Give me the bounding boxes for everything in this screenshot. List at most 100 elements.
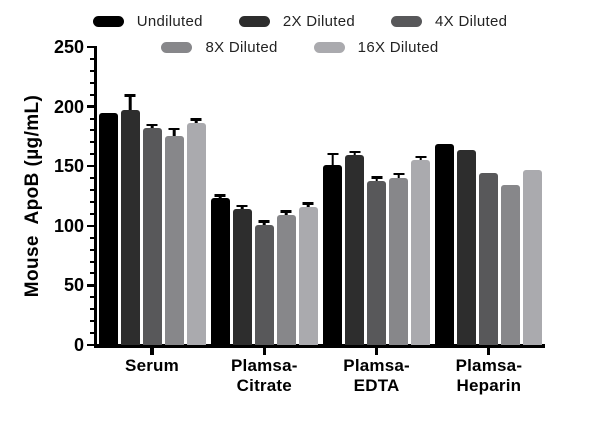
category-label-line: Plamsa-	[455, 356, 523, 375]
error-bar-cap	[349, 150, 361, 154]
bar	[323, 152, 343, 345]
error-bar-whisker	[172, 130, 176, 137]
y-minor-tick	[90, 236, 94, 239]
bar	[142, 123, 162, 345]
error-bar-whisker	[397, 175, 400, 179]
error-bar-cap	[393, 172, 405, 176]
legend-item: 4X Diluted	[391, 13, 507, 30]
y-minor-tick	[90, 153, 94, 156]
y-minor-tick	[90, 332, 94, 335]
y-minor-tick	[90, 81, 94, 84]
y-minor-tick	[90, 260, 94, 263]
error-bar-whisker	[150, 126, 154, 129]
error-bar-cap	[371, 176, 383, 179]
y-minor-tick	[90, 177, 94, 180]
y-major-tick	[87, 105, 94, 108]
legend-label: 4X Diluted	[435, 13, 508, 30]
error-bar-whisker	[331, 155, 334, 166]
bar	[186, 118, 206, 345]
y-tick-label: 100	[53, 215, 84, 236]
bar	[389, 172, 409, 345]
y-minor-tick	[90, 320, 94, 323]
legend-swatch-icon	[161, 42, 193, 53]
bar-group	[323, 47, 431, 345]
bar	[98, 112, 118, 345]
y-minor-tick	[90, 69, 94, 72]
y-tick-label: 0	[73, 335, 84, 355]
error-bar-cap	[214, 194, 226, 197]
y-minor-tick	[90, 117, 94, 120]
category-label-line: Plamsa-	[343, 356, 410, 375]
legend-swatch-icon	[313, 42, 345, 53]
category-label: Plamsa- EDTA	[307, 356, 447, 395]
y-minor-tick	[90, 189, 94, 192]
legend-item: 16X Diluted	[313, 39, 439, 56]
y-minor-tick	[90, 200, 94, 203]
legend-label: 2X Diluted	[282, 13, 356, 30]
category-label-line: Plamsa-	[230, 356, 298, 375]
legend-item: 2X Diluted	[238, 13, 356, 30]
error-bar-whisker	[241, 207, 244, 210]
bar	[367, 176, 387, 345]
y-minor-tick	[90, 57, 94, 60]
bar	[210, 194, 230, 345]
bar	[298, 202, 318, 345]
bar	[254, 220, 274, 345]
error-bar-cap	[236, 204, 248, 208]
legend-swatch-icon	[391, 16, 423, 27]
x-tick	[150, 347, 154, 355]
y-minor-tick	[90, 272, 94, 275]
error-bar-whisker	[194, 120, 198, 124]
legend-label: 8X Diluted	[205, 39, 278, 56]
y-tick-label: 250	[53, 37, 84, 57]
legend-label: 16X Diluted	[357, 39, 439, 56]
error-bar-cap	[415, 155, 427, 159]
legend-swatch-icon	[238, 16, 270, 27]
y-minor-tick	[90, 296, 94, 299]
error-bar-whisker	[375, 178, 378, 181]
error-bar-cap	[190, 118, 202, 121]
y-minor-tick	[90, 308, 94, 311]
error-bar-cap	[124, 94, 136, 98]
y-axis-title: Mouse ApoB (µg/mL)	[22, 94, 43, 298]
bar	[479, 173, 499, 345]
bar	[435, 143, 455, 345]
bar	[276, 210, 296, 345]
bar-group	[210, 47, 318, 345]
error-bar-whisker	[285, 212, 288, 216]
bar	[411, 155, 431, 345]
y-major-tick	[87, 45, 94, 49]
legend-swatch-icon	[92, 16, 124, 27]
y-major-tick	[87, 343, 94, 347]
y-axis-line	[94, 46, 97, 347]
category-label: Plamsa- Citrate	[194, 356, 334, 395]
legend-row: Undiluted 2X Diluted 4X Diluted	[92, 13, 508, 30]
x-axis-line	[94, 344, 545, 348]
y-minor-tick	[90, 129, 94, 132]
legend-item: Undiluted	[92, 13, 203, 30]
y-tick-label: 200	[53, 96, 84, 117]
error-bar-cap	[146, 123, 158, 127]
error-bar-whisker	[307, 204, 310, 207]
bar	[164, 127, 184, 345]
chart-legend: Undiluted 2X Diluted 4X Diluted 8X Diluted 1…	[0, 13, 600, 56]
bar-group	[435, 47, 543, 345]
category-label: Plamsa- Heparin	[419, 356, 559, 395]
bar	[232, 204, 252, 345]
error-bar-whisker	[128, 97, 132, 111]
error-bar-cap	[168, 127, 180, 131]
y-tick-label: 50	[63, 275, 84, 296]
bar	[457, 149, 477, 345]
y-minor-tick	[90, 248, 94, 251]
bar-group	[98, 47, 206, 345]
legend-row: 8X Diluted 16X Diluted	[161, 39, 438, 56]
y-tick-label: 150	[53, 156, 84, 177]
bar	[501, 185, 521, 345]
error-bar-cap	[302, 202, 314, 205]
error-bar-whisker	[419, 158, 422, 161]
error-bar-whisker	[263, 222, 266, 225]
y-major-tick	[87, 164, 94, 168]
y-minor-tick	[90, 93, 94, 96]
x-tick	[262, 347, 266, 355]
